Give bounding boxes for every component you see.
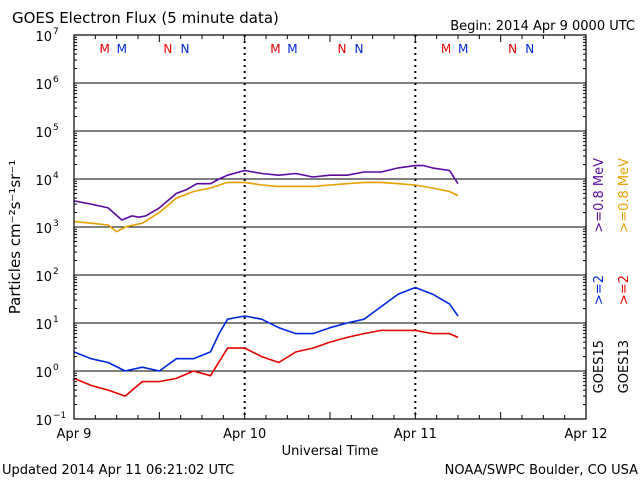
x-tick-label: Apr 10 xyxy=(223,427,266,442)
flag-letter: N xyxy=(525,42,534,56)
flag-letter: N xyxy=(355,42,364,56)
series-line-0 xyxy=(73,164,459,221)
chart-title: GOES Electron Flux (5 minute data) xyxy=(12,9,279,27)
legend-label: GOES15 xyxy=(592,340,607,393)
credit-label: NOAA/SWPC Boulder, CO USA xyxy=(445,463,638,478)
y-axis-label: Particles cm⁻²s⁻¹sr⁻¹ xyxy=(6,160,24,314)
data-series xyxy=(73,164,459,397)
legend-label: >=0.8 MeV xyxy=(592,158,607,233)
legend-label: GOES13 xyxy=(617,340,632,393)
flag-letter: N xyxy=(337,42,346,56)
y-tick-label: 10 xyxy=(35,414,52,429)
y-tick-exponent: −1 xyxy=(53,411,66,421)
flag-letter: M xyxy=(441,42,451,56)
updated-timestamp: Updated 2014 Apr 11 06:21:02 UTC xyxy=(2,463,234,478)
y-tick-label: 10 xyxy=(35,126,52,141)
y-tick-label: 10 xyxy=(35,366,52,381)
begin-label: Begin: 2014 Apr 9 0000 UTC xyxy=(450,19,635,34)
y-tick-exponent: 7 xyxy=(53,27,59,37)
y-tick-exponent: 4 xyxy=(53,171,59,181)
series-line-1 xyxy=(73,181,459,233)
x-axis-label: Universal Time xyxy=(282,444,379,459)
flag-letter: M xyxy=(117,42,127,56)
x-tick-label: Apr 9 xyxy=(57,427,92,442)
y-tick-label: 10 xyxy=(35,78,52,93)
flag-letter: M xyxy=(270,42,280,56)
flag-letter: M xyxy=(287,42,297,56)
series-line-3 xyxy=(73,329,459,397)
y-tick-exponent: 3 xyxy=(53,219,59,229)
y-tick-label: 10 xyxy=(35,30,52,45)
flag-letter: N xyxy=(180,42,189,56)
y-tick-label: 10 xyxy=(35,222,52,237)
grid-lines xyxy=(74,35,586,419)
y-tick-label: 10 xyxy=(35,174,52,189)
y-tick-exponent: 2 xyxy=(53,267,59,277)
legend-label: >=2 xyxy=(617,275,632,305)
y-tick-label: 10 xyxy=(35,318,52,333)
y-tick-exponent: 5 xyxy=(53,123,59,133)
flag-letter: M xyxy=(100,42,110,56)
flag-letter: M xyxy=(458,42,468,56)
y-tick-exponent: 6 xyxy=(53,75,59,85)
y-tick-exponent: 1 xyxy=(53,315,59,325)
x-tick-label: Apr 11 xyxy=(394,427,437,442)
legend: >=0.8 MeV >=0.8 MeV >=2 >=2 GOES15 GOES13 xyxy=(592,158,632,393)
series-line-2 xyxy=(73,286,459,372)
legend-label: >=0.8 MeV xyxy=(617,158,632,233)
legend-label: >=2 xyxy=(592,275,607,305)
y-tick-exponent: 0 xyxy=(53,363,59,373)
flag-letter: N xyxy=(508,42,517,56)
x-tick-label: Apr 12 xyxy=(564,427,607,442)
y-tick-label: 10 xyxy=(35,270,52,285)
flag-letter: N xyxy=(163,42,172,56)
